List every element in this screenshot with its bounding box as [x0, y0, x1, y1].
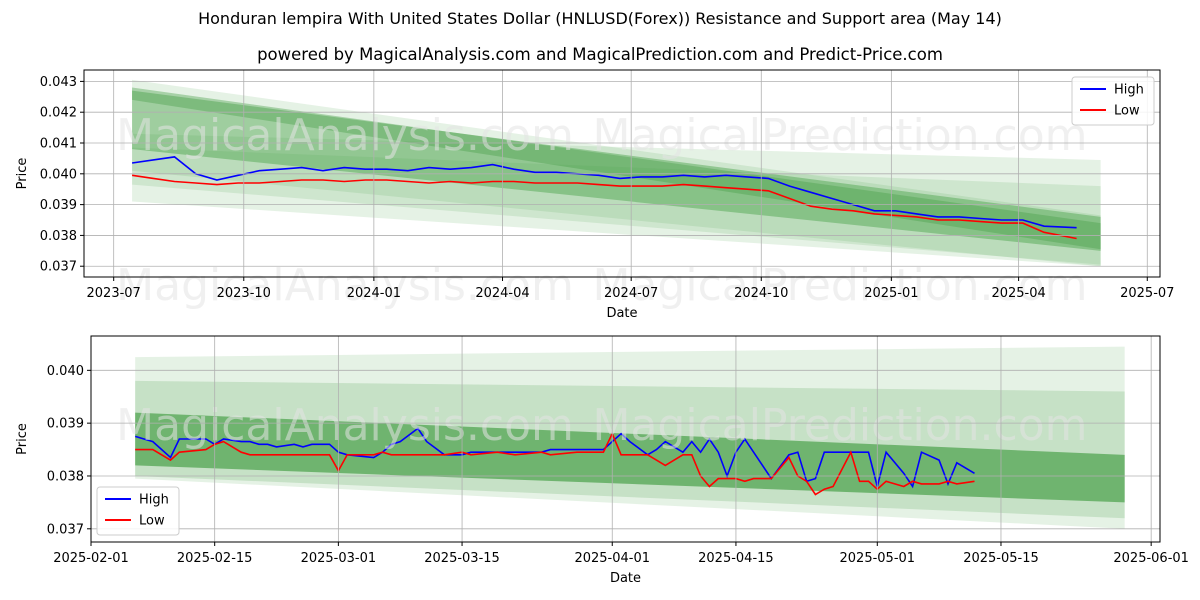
series-line-high	[131, 156, 1077, 229]
x-tick-label: 2023-10	[217, 286, 271, 301]
watermark-text: MagicalPrediction.com	[593, 400, 1088, 451]
x-tick-label: 2025-03-01	[301, 551, 377, 566]
x-axis-label: Date	[610, 571, 641, 586]
chart-panel-2: MagicalAnalysis.com MagicalPrediction.com…	[15, 335, 1189, 586]
chart-subtitle: powered by MagicalAnalysis.com and Magic…	[257, 45, 943, 64]
legend-label-low: Low	[139, 514, 165, 529]
y-tick-label: 0.043	[40, 75, 77, 90]
watermark-text: MagicalAnalysis.com	[116, 400, 574, 451]
plot-frame	[90, 335, 1161, 543]
x-tick-label: 2023-07	[87, 286, 141, 301]
y-tick-label: 0.039	[47, 417, 84, 432]
x-tick-label: 2025-04-01	[574, 551, 650, 566]
legend: High Low	[96, 486, 180, 536]
legend: High Low	[1071, 76, 1155, 126]
x-tick-label: 2024-10	[734, 286, 788, 301]
x-tick-label: 2025-04	[991, 286, 1045, 301]
watermark-text: MagicalAnalysis.com	[116, 110, 574, 161]
plot-area	[131, 79, 1101, 267]
y-axis-label: Price	[15, 423, 30, 455]
x-tick-label: 2025-06-01	[1113, 551, 1189, 566]
legend-label-low: Low	[1114, 104, 1140, 119]
x-tick-label: 2024-01	[347, 286, 401, 301]
x-tick-label: 2025-07	[1120, 286, 1174, 301]
y-axis-label: Price	[15, 158, 30, 190]
x-axis-label: Date	[606, 306, 637, 321]
x-tick-label: 2025-02-01	[53, 551, 129, 566]
x-tick-label: 2025-05-01	[840, 551, 916, 566]
legend-label-high: High	[139, 493, 169, 508]
chart-title: Honduran lempira With United States Doll…	[198, 9, 1002, 28]
series-line-low	[131, 174, 1077, 240]
x-tick-label: 2024-04	[475, 286, 529, 301]
y-tick-label: 0.041	[40, 137, 77, 152]
x-tick-label: 2024-07	[604, 286, 658, 301]
y-tick-label: 0.042	[40, 106, 77, 121]
watermark-text: MagicalAnalysis.com	[116, 260, 574, 311]
x-tick-label: 2025-01	[864, 286, 918, 301]
y-tick-label: 0.040	[47, 364, 84, 379]
y-tick-label: 0.038	[40, 229, 77, 244]
y-tick-label: 0.037	[47, 522, 84, 537]
watermark-text: MagicalPrediction.com	[593, 110, 1088, 161]
chart-panel-1: MagicalAnalysis.com MagicalPrediction.com…	[15, 69, 1174, 321]
x-tick-label: 2025-04-15	[698, 551, 774, 566]
x-tick-label: 2025-05-15	[963, 551, 1039, 566]
y-tick-label: 0.038	[47, 469, 84, 484]
y-tick-label: 0.040	[40, 167, 77, 182]
x-tick-label: 2025-02-15	[177, 551, 253, 566]
x-tick-label: 2025-03-15	[424, 551, 500, 566]
y-tick-label: 0.037	[40, 260, 77, 275]
legend-label-high: High	[1114, 83, 1144, 98]
y-tick-label: 0.039	[40, 198, 77, 213]
watermark-text: MagicalPrediction.com	[593, 260, 1088, 311]
